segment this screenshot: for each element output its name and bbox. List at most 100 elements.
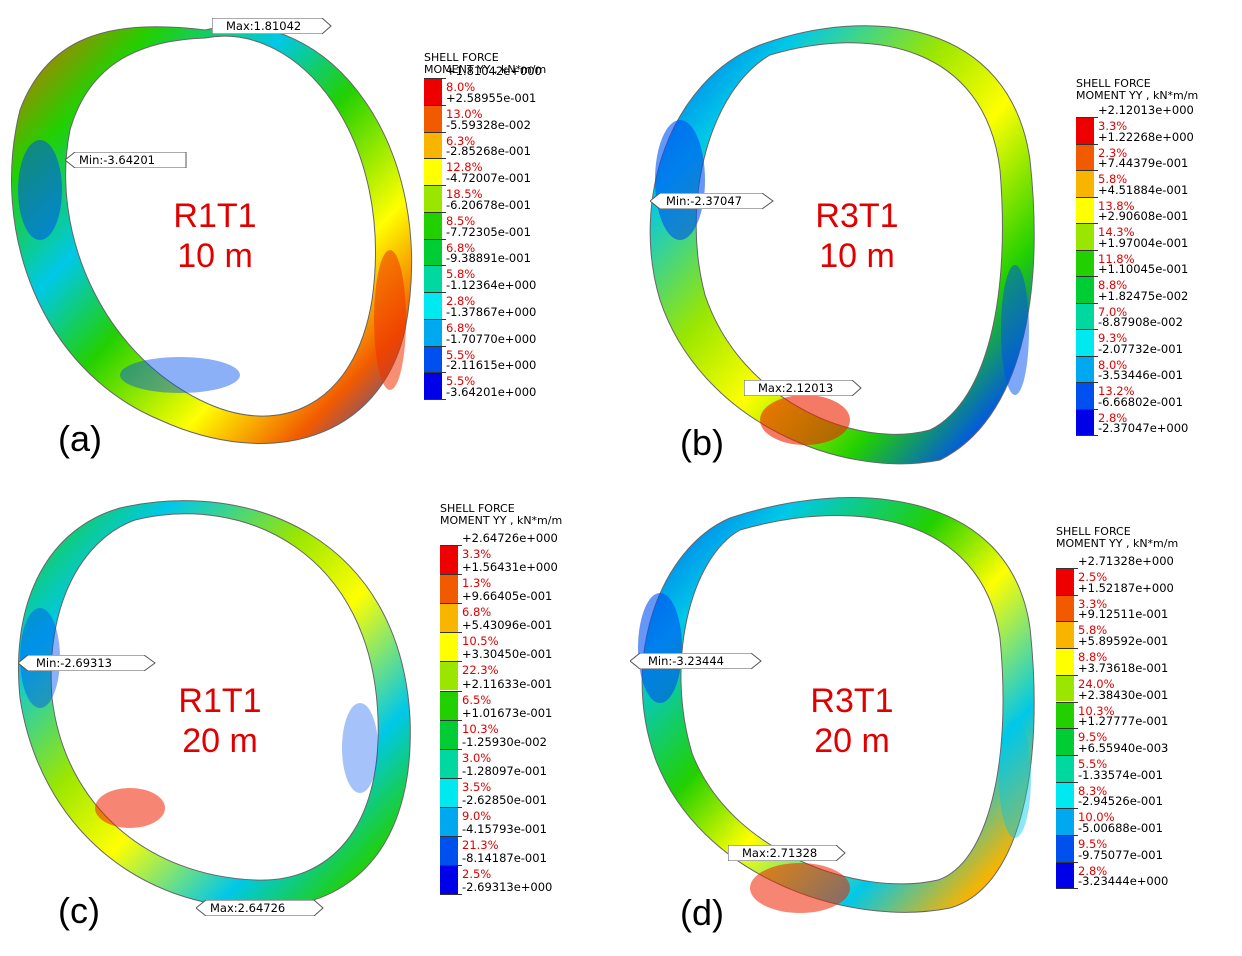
legend-title-1: SHELL FORCE (424, 51, 499, 64)
legend-tick (458, 690, 462, 692)
legend-swatch (424, 292, 442, 319)
legend-tick (1094, 196, 1098, 198)
legend-percent: 9.3% (1098, 331, 1128, 345)
legend-bound-value: +1.97004e-001 (1098, 235, 1189, 250)
legend-swatch (440, 748, 458, 778)
legend-bound-value: -1.70770e+000 (446, 331, 537, 346)
legend-tick (1094, 408, 1098, 410)
legend-percent: 7.0% (1098, 304, 1128, 319)
legend-d: SHELL FORCE MOMENT YY , kN*m/m 2.5% 3.3% 5… (1056, 526, 1231, 894)
legend-tick (1094, 223, 1098, 224)
legend-swatch (440, 777, 458, 807)
legend-percent: 21.3% (462, 838, 499, 852)
ring-model-c (18, 500, 411, 909)
legend-tick (442, 318, 446, 320)
legend-percent: 18.5% (446, 187, 483, 201)
legend-swatch (440, 690, 458, 720)
legend-tick (458, 603, 462, 605)
legend-swatch (1076, 143, 1094, 170)
legend-swatch (424, 211, 442, 239)
legend-bound-value: -2.11615e+000 (446, 358, 537, 373)
max-tag-b: Max:2.12013 (744, 380, 862, 396)
legend-tick (1074, 701, 1078, 703)
legend-tick (1074, 648, 1078, 650)
legend-body: 3.3% 2.3% 5.8% 13.8% 14.3% 11.8% 8.8% 7.0% 9.3% 8… (1076, 104, 1242, 456)
legend-percent: 3.5% (462, 779, 492, 794)
legend-percent: 2.5% (1078, 570, 1108, 584)
legend-tick (1094, 329, 1098, 330)
legend-bound-value: +1.10045e-001 (1098, 262, 1189, 276)
ring-model-a (10, 25, 413, 444)
legend-swatch (1056, 594, 1074, 622)
legend-percent: 1.3% (462, 576, 492, 591)
case-name: R3T1 (810, 682, 894, 720)
legend-title-1: SHELL FORCE (1056, 525, 1131, 538)
legend-bound-value: -2.85268e-001 (446, 144, 531, 159)
legend-bound-value: -6.20678e-001 (446, 197, 531, 212)
legend-tick (442, 211, 446, 213)
legend-swatch (1076, 355, 1094, 382)
legend-tick (1094, 276, 1098, 277)
legend-tick (458, 836, 462, 837)
legend-tick (1094, 382, 1098, 383)
legend-tick (1074, 781, 1078, 783)
legend-bound-value: +2.71328e+000 (1078, 554, 1174, 568)
legend-percent: 2.5% (462, 867, 492, 882)
legend-percent: 10.5% (462, 634, 499, 649)
legend-tick (458, 661, 462, 663)
case-label-c: R1T1 20 m (145, 681, 295, 761)
height-label: 20 m (814, 722, 890, 760)
legend-percent: 13.2% (1098, 384, 1135, 398)
legend-a: SHELL FORCE MOMENT YY , kN*m/m 8.0% 13.0%… (424, 52, 594, 420)
legend-percent: 3.0% (462, 750, 492, 765)
panel-letter-a: (a) (58, 418, 102, 459)
legend-percent: 8.8% (1078, 650, 1108, 665)
max-tag-c: Max:2.64726 (196, 900, 324, 916)
legend-swatch (424, 131, 442, 159)
legend-tick (1074, 888, 1078, 890)
legend-bound-value: -4.15793e-001 (462, 822, 547, 836)
min-tag-a: Min:-3.64201 (65, 152, 187, 168)
legend-swatch (1056, 621, 1074, 649)
legend-percent: 10.3% (462, 721, 499, 736)
legend-bound-value: -3.53446e-001 (1098, 368, 1183, 382)
legend-bound-value: -3.64201e+000 (446, 385, 537, 399)
legend-bound-value: +5.43096e-001 (462, 618, 553, 633)
legend-title-1: SHELL FORCE (1076, 77, 1151, 90)
legend-percent: 6.8% (462, 605, 492, 620)
legend-tick (1074, 568, 1078, 569)
legend-percent: 8.8% (1098, 278, 1128, 292)
legend-bound-value: -7.72305e-001 (446, 224, 531, 239)
legend-swatch (424, 238, 442, 266)
height-label: 20 m (182, 722, 258, 760)
legend-tick (442, 158, 446, 160)
legend-swatch (424, 372, 442, 400)
legend-bound-value: +1.81042e+000 (446, 64, 542, 78)
legend-bound-value: -1.12364e+000 (446, 278, 537, 292)
case-name: R1T1 (173, 197, 257, 235)
legend-tick (1094, 355, 1098, 357)
legend-bound-value: +1.27777e-001 (1078, 714, 1169, 729)
legend-percent: 12.8% (446, 160, 483, 175)
legend-tick (1094, 143, 1098, 145)
legend-tick (1094, 249, 1098, 251)
legend-swatch (1076, 329, 1094, 356)
legend-body: 3.3% 1.3% 6.8% 10.5% 22.3% 6.5% 10.3% 3.0% 3.5% 9… (440, 531, 615, 901)
legend-bound-value: +2.38430e-001 (1078, 687, 1169, 702)
legend-bound-value: +9.12511e-001 (1078, 607, 1169, 622)
legend-swatch (424, 345, 442, 373)
legend-swatch (1056, 808, 1074, 835)
legend-bound-value: -2.37047e+000 (1098, 421, 1189, 435)
legend-tick (442, 292, 446, 293)
legend-tick (1094, 170, 1098, 171)
legend-tick (458, 574, 462, 576)
legend-percent: 5.5% (1078, 756, 1108, 771)
legend-swatch (1076, 196, 1094, 223)
legend-bound-value: +1.56431e+000 (462, 560, 558, 575)
legend-swatch (424, 318, 442, 346)
max-tag-d: Max:2.71328 (728, 845, 846, 861)
panel-b: R3T1 10 m (b) Max:2.12013 Min:-2.37047 S… (620, 0, 1242, 478)
legend-swatch (440, 632, 458, 662)
legend-bound-value: -8.87908e-002 (1098, 315, 1183, 329)
legend-swatch (440, 545, 458, 575)
